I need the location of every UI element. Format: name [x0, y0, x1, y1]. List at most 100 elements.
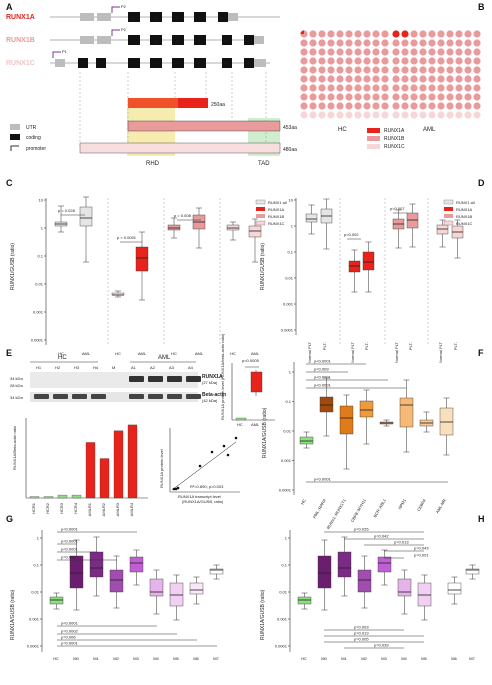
e-bar-xlabel: AMLR1 — [87, 502, 92, 516]
dot-hc — [381, 57, 389, 65]
e-lane-label: A2 — [150, 365, 156, 370]
c-pval-2: p < 0.0001 — [117, 235, 137, 240]
c-ylabel: RUNX1/GUSB (ratio) — [10, 243, 16, 290]
dot-aml — [455, 111, 463, 119]
dot-hc — [300, 39, 308, 47]
d-box-1 — [320, 198, 333, 250]
h-pval: p=0.005 — [354, 637, 369, 642]
d-box-0 — [305, 204, 318, 235]
h-xlabel: HC — [301, 656, 307, 661]
e-scatter-point — [172, 487, 176, 491]
f-xlabel: AML-MR — [435, 498, 447, 514]
dot-hc — [363, 84, 371, 92]
h-box-6 — [417, 574, 432, 621]
dot-hc — [381, 111, 389, 119]
dot-aml — [401, 57, 409, 65]
panel-e-western: HC AML H1 H2 H3 H4 M A1 A2 A3 A4 34 kDa 28 kDa 3… — [10, 333, 275, 516]
dot-hc — [372, 111, 380, 119]
d-legend-c: RUNX1C — [456, 221, 473, 226]
e-bar-xlabel: HCR2 — [45, 502, 50, 514]
e-bar-xlabel: HCR4 — [73, 502, 78, 514]
dot-aml — [437, 102, 445, 110]
dot-aml — [401, 84, 409, 92]
dot-aml — [401, 39, 409, 47]
dot-aml — [410, 75, 418, 83]
g-box-6 — [169, 574, 184, 621]
dot-aml — [392, 66, 400, 74]
svg-text:3: 3 — [132, 15, 135, 20]
panel-label-f: F — [478, 348, 484, 358]
d-box-5 — [406, 203, 419, 248]
dot-hc — [354, 39, 362, 47]
dot-aml — [392, 102, 400, 110]
g-pval: p=0.004 — [61, 555, 76, 560]
dot-aml — [410, 93, 418, 101]
group-label-aml: AML — [423, 127, 436, 133]
dot-hc — [300, 102, 308, 110]
dot-aml — [464, 66, 472, 74]
promoter-p2-a: P2 — [121, 4, 127, 9]
dot-hc — [345, 30, 353, 38]
c-xlabel: HC — [171, 351, 177, 356]
dot-aml — [437, 39, 445, 47]
dot-aml — [419, 57, 427, 65]
dot-hc — [336, 93, 344, 101]
dot-hc — [327, 57, 335, 65]
dot-hc — [381, 30, 389, 38]
dot-aml — [401, 111, 409, 119]
c-box-4 — [167, 217, 181, 239]
e-scatter-point — [198, 464, 202, 468]
dot-hc — [309, 93, 317, 101]
dot-aml — [473, 102, 481, 110]
dot-hc — [327, 93, 335, 101]
f-ylabel: RUNX1A/GUSB (ratio) — [262, 407, 268, 458]
svg-text:6: 6 — [198, 15, 201, 20]
dot-aml — [473, 84, 481, 92]
dot-aml — [392, 75, 400, 83]
dot-hc — [309, 30, 317, 38]
dot-hc — [318, 84, 326, 92]
dot-aml — [392, 84, 400, 92]
e-lane-label: H3 — [74, 365, 80, 370]
d-xlabel: Normal PLT — [394, 341, 399, 363]
d-ylabel: RUNX1/GUSB (ratio) — [260, 243, 266, 290]
dot-aml — [437, 30, 445, 38]
dot-hc — [300, 57, 308, 65]
dot-hc — [354, 93, 362, 101]
f-xlabel: BCR::ABL1 — [372, 497, 387, 518]
g-box-5 — [149, 569, 164, 615]
dot-hc — [381, 39, 389, 47]
dot-hc — [372, 84, 380, 92]
g-xlabel: M6 — [193, 656, 199, 661]
f-ytick: 0.1 — [285, 399, 291, 404]
dot-aml — [464, 102, 472, 110]
dot-aml — [455, 75, 463, 83]
dot-hc — [336, 66, 344, 74]
dot-hc — [363, 111, 371, 119]
c-legend-all: RUNX1 all — [268, 200, 287, 205]
dot-aml — [446, 84, 454, 92]
promoter-p2-b: P2 — [121, 27, 127, 32]
dot-hc — [354, 57, 362, 65]
dot-hc — [354, 75, 362, 83]
dot-hc — [309, 39, 317, 47]
dot-hc — [354, 66, 362, 74]
protein-bar-runx1b — [127, 120, 281, 132]
c-ytick: 1 — [41, 226, 44, 231]
dot-hc — [318, 75, 326, 83]
dot-hc — [318, 30, 326, 38]
dot-aml — [428, 102, 436, 110]
f-ytick: 1 — [289, 370, 292, 375]
dot-hc — [336, 111, 344, 119]
dot-hc — [318, 93, 326, 101]
c-box-3 — [135, 231, 149, 301]
c-pval-1: p = 0.028 — [58, 208, 76, 213]
g-pval: p<0.0001 — [61, 621, 79, 626]
isoform-label-runx1b: RUNX1B — [6, 37, 35, 44]
dot-hc — [372, 48, 380, 56]
h-pval: p=0.013 — [394, 540, 409, 545]
d-pval-1: p=0.002 — [344, 232, 359, 237]
dot-aml — [419, 66, 427, 74]
h-pval: p=0.001 — [414, 553, 429, 558]
dot-aml — [473, 75, 481, 83]
